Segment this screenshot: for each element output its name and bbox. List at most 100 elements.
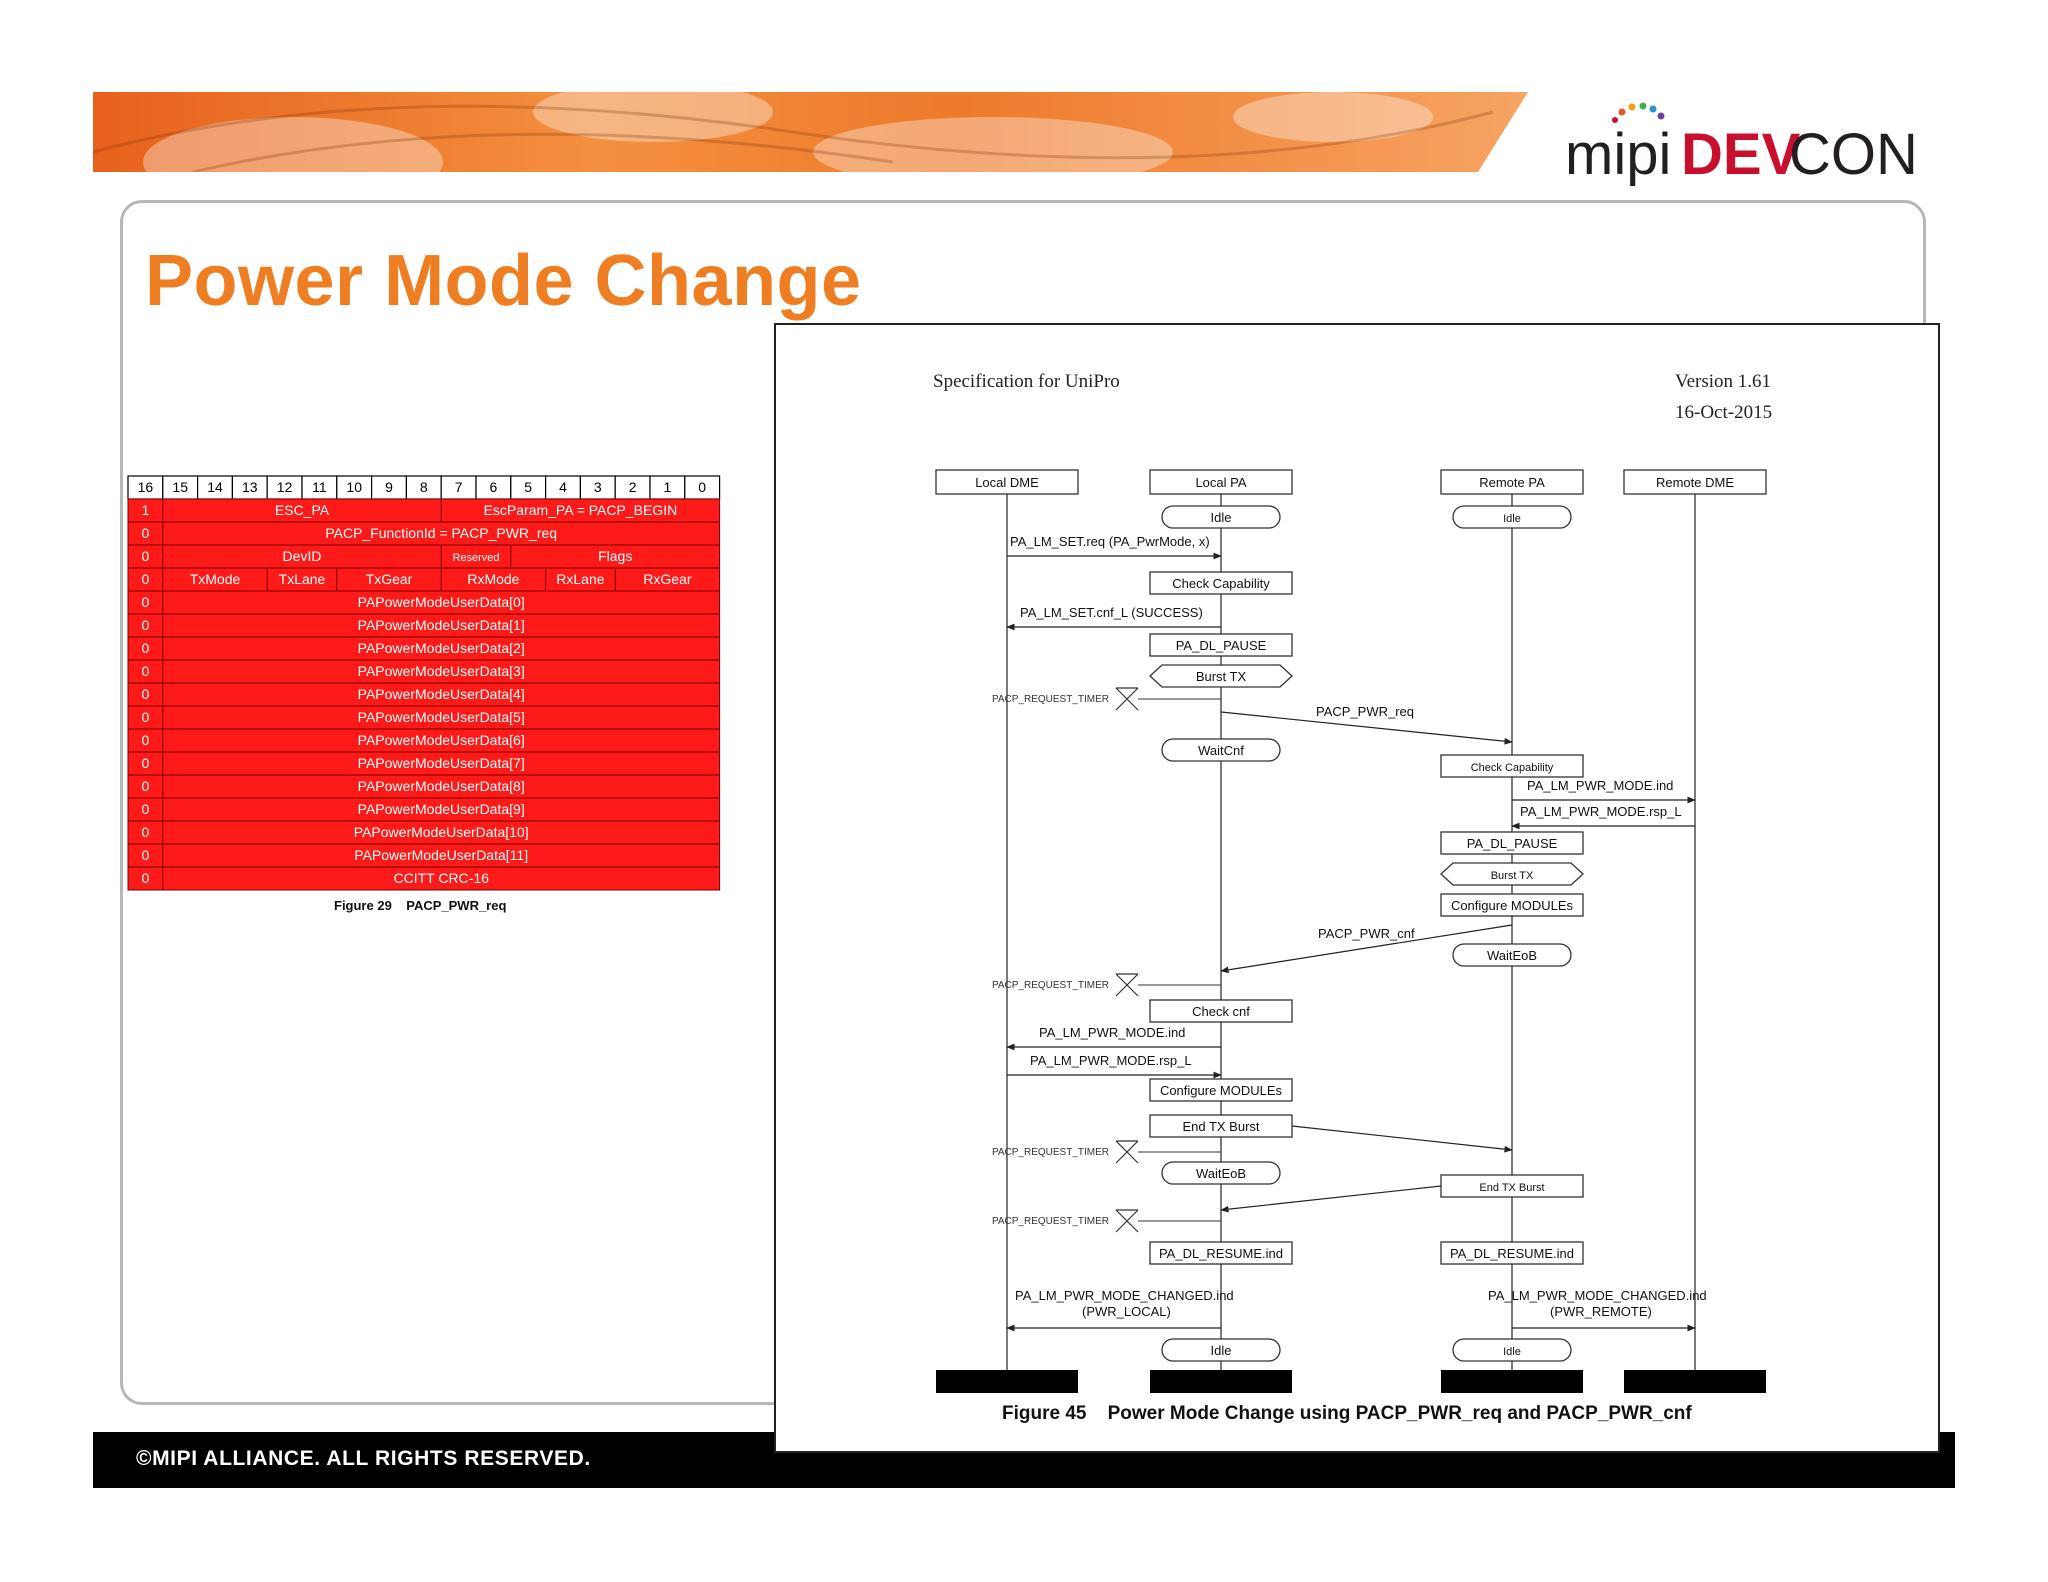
state-oval <box>1161 1338 1281 1362</box>
spec-version: Version 1.61 <box>1675 371 1772 392</box>
bit-header-label: 12 <box>277 479 293 495</box>
packet-flag: 0 <box>142 870 150 886</box>
state-label: Burst TX <box>1491 870 1534 882</box>
state-label: End TX Burst <box>1479 1182 1544 1194</box>
packet-flag: 0 <box>142 663 150 679</box>
participant-label: Local DME <box>975 475 1039 490</box>
packet-field-label: PAPowerModeUserData[0] <box>358 594 525 610</box>
header-banner <box>93 92 1528 172</box>
packet-field-label: PAPowerModeUserData[9] <box>358 801 525 817</box>
packet-field-label: PAPowerModeUserData[3] <box>358 663 525 679</box>
state-oval <box>1452 1338 1572 1362</box>
participant-box <box>935 469 1079 495</box>
packet-field-label: RxGear <box>643 571 692 587</box>
packet-flag: 0 <box>142 755 150 771</box>
bit-header-label: 10 <box>346 479 362 495</box>
timer-hourglass-icon <box>1115 1140 1139 1164</box>
participant-box <box>1149 469 1293 495</box>
message-label: (PWR_LOCAL) <box>1082 1304 1171 1319</box>
bit-header-label: 3 <box>594 479 602 495</box>
state-label: Idle <box>1211 1343 1232 1358</box>
bit-header-label: 5 <box>524 479 532 495</box>
packet-flag: 1 <box>142 502 150 518</box>
packet-field-label: PAPowerModeUserData[8] <box>358 778 525 794</box>
state-oval <box>1161 1161 1281 1185</box>
mipi-devcon-logo: mipi DEV CON <box>1560 95 1918 187</box>
packet-field-label: DevID <box>283 548 322 564</box>
state-label: Idle <box>1211 510 1232 525</box>
pacp-pwr-req-table: 16 15 14 13 12 11 10 9 8 7 6 5 4 3 2 1 01 ESC_PA EscParam_… <box>127 475 721 891</box>
packet-flag: 0 <box>142 525 150 541</box>
bit-header-label: 14 <box>207 479 223 495</box>
message-label: (PWR_REMOTE) <box>1550 1304 1652 1319</box>
bit-header-label: 2 <box>629 479 637 495</box>
bit-header-label: 6 <box>490 479 498 495</box>
message-label: PA_LM_PWR_MODE.rsp_L <box>1520 804 1682 819</box>
packet-figure-caption: Figure 29 PACP_PWR_req <box>334 898 507 913</box>
state-box <box>1440 831 1584 855</box>
state-box <box>1149 633 1293 657</box>
packet-field-label: TxMode <box>190 571 241 587</box>
logo-mipi: mipi <box>1565 122 1672 187</box>
bit-header-label: 7 <box>455 479 463 495</box>
state-oval <box>1452 943 1572 967</box>
state-label: Idle <box>1503 1346 1521 1358</box>
participant-label: Remote DME <box>1656 475 1734 490</box>
state-label: Configure MODULEs <box>1160 1083 1283 1098</box>
bit-header-label: 8 <box>420 479 428 495</box>
message-arrow <box>1291 1125 1513 1153</box>
spec-header-title: Specification for UniPro <box>933 371 1120 392</box>
bit-header-label: 16 <box>138 479 154 495</box>
logo-con: CON <box>1789 122 1918 187</box>
state-label: PA_DL_PAUSE <box>1467 836 1558 851</box>
message-label: PACP_PWR_req <box>1316 704 1414 719</box>
packet-flag: 0 <box>142 847 150 863</box>
state-label: PA_DL_RESUME.ind <box>1159 1246 1283 1261</box>
logo-dev: DEV <box>1681 122 1801 187</box>
state-label: WaitEoB <box>1196 1166 1246 1181</box>
bit-header-label: 0 <box>698 479 706 495</box>
packet-field-label: PAPowerModeUserData[10] <box>354 824 529 840</box>
state-label: Configure MODULEs <box>1451 898 1574 913</box>
state-oval <box>1161 738 1281 762</box>
timer-label: PACP_REQUEST_TIMER <box>992 1147 1109 1158</box>
state-label: Check Capability <box>1471 762 1554 774</box>
state-hex <box>1149 664 1293 688</box>
bit-header-label: 4 <box>559 479 567 495</box>
message-label: PA_LM_PWR_MODE.rsp_L <box>1030 1053 1192 1068</box>
packet-field-label: EscParam_PA = PACP_BEGIN <box>484 502 678 518</box>
message-arrow <box>1220 924 1513 974</box>
state-label: Burst TX <box>1196 669 1247 684</box>
state-label: WaitCnf <box>1198 743 1244 758</box>
logo-dots-icon <box>1612 102 1665 123</box>
packet-field-label: ESC_PA <box>275 502 330 518</box>
state-label: End TX Burst <box>1182 1119 1259 1134</box>
packet-field-label: TxLane <box>279 571 326 587</box>
packet-flag: 0 <box>142 548 150 564</box>
state-label: WaitEoB <box>1487 948 1537 963</box>
lifeline-end-bar <box>936 1370 1078 1393</box>
packet-flag: 0 <box>142 617 150 633</box>
message-label: PA_LM_PWR_MODE_CHANGED.ind <box>1015 1288 1234 1303</box>
state-oval <box>1452 505 1572 529</box>
sequence-diagram: Local DME Local PA Remote PA Remote DME Idle… <box>935 469 1767 1393</box>
packet-flag: 0 <box>142 801 150 817</box>
packet-row <box>127 866 721 891</box>
state-label: PA_DL_RESUME.ind <box>1450 1246 1574 1261</box>
packet-field-label: PAPowerModeUserData[7] <box>358 755 525 771</box>
packet-field-label: Reserved <box>452 552 499 564</box>
state-box <box>1149 1078 1293 1102</box>
packet-flag: 0 <box>142 594 150 610</box>
packet-flag: 0 <box>142 640 150 656</box>
timer-hourglass-icon <box>1115 1209 1139 1233</box>
state-box <box>1440 1241 1584 1265</box>
timer-label: PACP_REQUEST_TIMER <box>992 1216 1109 1227</box>
state-label: Check cnf <box>1192 1004 1250 1019</box>
packet-field-label: TxGear <box>366 571 413 587</box>
state-label: Idle <box>1503 513 1521 525</box>
packet-field-label: PAPowerModeUserData[2] <box>358 640 525 656</box>
copyright-text: ©MIPI ALLIANCE. ALL RIGHTS RESERVED. <box>136 1447 591 1470</box>
message-arrow <box>1220 1185 1442 1213</box>
sequence-figure-caption: Figure 45 Power Mode Change using PACP_P… <box>1002 1403 1692 1424</box>
packet-field-label: RxLane <box>556 571 604 587</box>
